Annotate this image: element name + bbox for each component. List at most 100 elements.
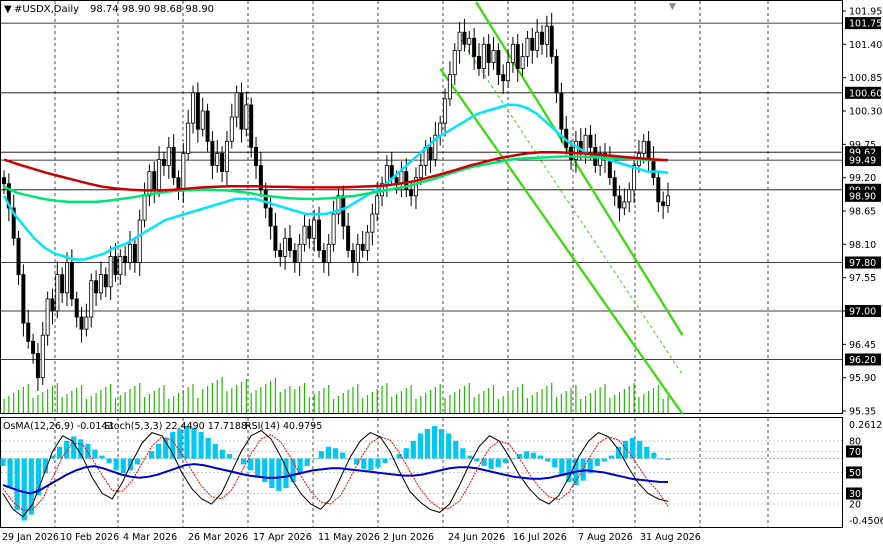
chart-shift-marker[interactable]: ▼ xyxy=(669,2,676,12)
osma-bar xyxy=(446,433,452,459)
chart-title: #USDX,Daily xyxy=(14,4,79,15)
candle-body xyxy=(413,177,418,197)
osma-bar xyxy=(191,427,197,459)
osc-level-label: 50 xyxy=(849,468,861,479)
price-tag-label: 97.00 xyxy=(849,307,876,318)
candle-body xyxy=(544,25,549,45)
candle-body xyxy=(627,189,632,203)
x-tick-label: 26 Mar 2026 xyxy=(188,532,248,543)
candle-body xyxy=(292,249,297,263)
candle-body xyxy=(530,37,535,51)
osma-bar xyxy=(651,452,657,459)
candle-body xyxy=(312,219,317,239)
osma-bar xyxy=(460,448,466,459)
price-tag-label: 97.80 xyxy=(849,258,876,269)
osma-bar xyxy=(467,455,473,459)
candles xyxy=(2,12,671,391)
candle-body xyxy=(200,110,205,130)
candle-body xyxy=(224,140,229,173)
osma-bar xyxy=(170,431,176,459)
osma-bar xyxy=(601,458,607,462)
candle-body xyxy=(666,195,671,206)
candle-body xyxy=(16,237,21,276)
osma-bar xyxy=(410,440,416,459)
candle-body xyxy=(50,298,55,312)
osc-level-label: 30 xyxy=(849,489,861,500)
candle-body xyxy=(26,322,31,342)
candle-body xyxy=(258,165,263,191)
osc-level-label: 80 xyxy=(849,437,861,448)
candle-body xyxy=(60,274,65,294)
channel-mid-line[interactable] xyxy=(457,34,683,375)
osma-bar xyxy=(276,458,282,491)
osma-bar xyxy=(212,443,218,459)
y-tick-label: 95.35 xyxy=(849,407,876,418)
x-tick-label: 17 Apr 2026 xyxy=(253,532,312,543)
osma-bar xyxy=(233,458,240,460)
candle-body xyxy=(215,153,220,166)
x-tick-label: 2 Jun 2026 xyxy=(383,532,434,543)
osma-bar xyxy=(49,455,56,459)
y-tick-label: 99.20 xyxy=(849,173,876,184)
candle-body xyxy=(520,56,525,69)
channel-upper-line[interactable] xyxy=(475,1,684,336)
osc-level-tag xyxy=(846,487,862,500)
ma-fast-line xyxy=(2,103,669,261)
candle-body xyxy=(472,37,477,57)
chart-collapse-arrow[interactable]: ▼ xyxy=(4,4,12,15)
candle-body xyxy=(317,219,322,251)
price-tag-label: 100.60 xyxy=(849,88,882,99)
candle-body xyxy=(341,195,346,227)
osma-bar xyxy=(99,455,105,459)
y-tick-label: 100.30 xyxy=(849,107,882,118)
osma-bar xyxy=(615,446,622,459)
candle-body xyxy=(481,43,486,69)
osma-bar xyxy=(255,458,261,477)
y-tick-label: 101.95 xyxy=(849,7,882,18)
osma-bar xyxy=(177,429,183,459)
candle-body xyxy=(191,92,196,124)
trend-channel xyxy=(439,1,684,415)
candle-body xyxy=(646,140,651,160)
osma-bar xyxy=(318,451,324,459)
chart-ohlc: 98.74 98.90 98.68 98.90 xyxy=(90,4,214,15)
x-tick-label: 11 May 2026 xyxy=(318,532,380,543)
osma-bar xyxy=(396,454,402,459)
osc-level-label: 70 xyxy=(849,447,861,458)
candle-body xyxy=(128,243,133,263)
candle-body xyxy=(535,31,540,51)
osma-label: OsMA(12,26,9) -0.0143 xyxy=(3,421,113,432)
osma-bar xyxy=(240,458,247,465)
osma-bar xyxy=(523,451,530,459)
osma-bar xyxy=(424,429,431,459)
osma-bar xyxy=(474,458,480,462)
osma-bar xyxy=(106,458,112,463)
osma-bar xyxy=(120,458,126,474)
price-tag xyxy=(845,17,881,30)
candle-body xyxy=(21,274,26,324)
osma-bar xyxy=(431,426,438,459)
candle-body xyxy=(94,280,99,294)
candle-body xyxy=(84,316,89,330)
candle-body xyxy=(651,159,656,179)
candle-body xyxy=(418,165,423,179)
candle-body xyxy=(35,353,40,379)
osma-bar xyxy=(545,458,551,462)
osma-bar xyxy=(325,446,332,459)
osc-level-tag xyxy=(846,445,862,458)
candle-body xyxy=(365,231,370,251)
candle-body xyxy=(656,177,661,203)
candle-body xyxy=(244,104,249,130)
x-tick-label: 4 Mar 2026 xyxy=(123,532,177,543)
candle-body xyxy=(137,219,142,263)
candle-body xyxy=(123,256,128,263)
channel-lower-line[interactable] xyxy=(439,67,684,415)
candle-body xyxy=(118,256,123,276)
osma-bar xyxy=(594,458,600,466)
candle-body xyxy=(389,165,394,179)
candle-body xyxy=(273,225,278,251)
candle-body xyxy=(486,43,491,63)
candle-body xyxy=(632,165,637,191)
osma-bar xyxy=(56,446,63,459)
